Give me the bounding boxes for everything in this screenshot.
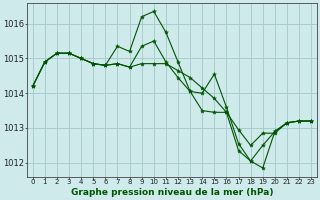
X-axis label: Graphe pression niveau de la mer (hPa): Graphe pression niveau de la mer (hPa) bbox=[71, 188, 273, 197]
